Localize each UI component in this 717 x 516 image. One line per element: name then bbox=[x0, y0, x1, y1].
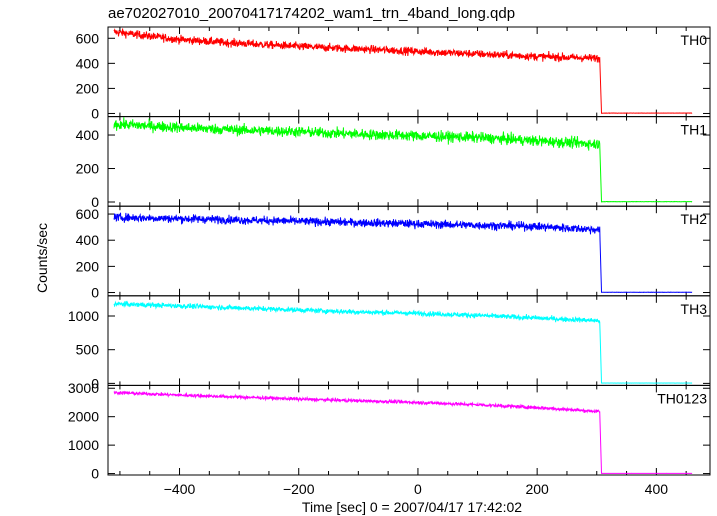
series-line-th0123 bbox=[113, 390, 693, 474]
y-tick-label: 1000 bbox=[68, 308, 99, 324]
series-name-th1: TH1 bbox=[681, 122, 708, 138]
panel-th1: 0 200 400 TH1 bbox=[76, 116, 711, 210]
panel-th0123: 0 1000 2000 3000 TH0123 bbox=[68, 380, 711, 482]
x-tick-label: −200 bbox=[283, 481, 315, 497]
x-tick-label: 0 bbox=[414, 481, 422, 497]
y-tick-label: 200 bbox=[76, 258, 100, 274]
x-axis-ticks: −400 −200 0 200 400 bbox=[164, 481, 668, 497]
series-line-th2 bbox=[113, 212, 693, 294]
chart-title: ae702027010_20070417174202_wam1_trn_4ban… bbox=[108, 5, 515, 22]
y-tick-label: 2000 bbox=[68, 409, 99, 425]
y-tick-label: 3000 bbox=[68, 380, 99, 396]
series-name-th3: TH3 bbox=[681, 301, 708, 317]
series-line-th0 bbox=[113, 28, 693, 114]
y-tick-label: 0 bbox=[91, 105, 99, 121]
y-axis-label: Counts/sec bbox=[34, 223, 50, 293]
panel-frame bbox=[107, 384, 711, 476]
y-tick-label: 400 bbox=[76, 232, 100, 248]
panel-frame bbox=[107, 295, 711, 386]
y-tick-label: 200 bbox=[76, 161, 100, 177]
series-name-th0: TH0 bbox=[681, 32, 708, 48]
y-tick-label: 0 bbox=[91, 375, 99, 391]
series-line-th1 bbox=[113, 117, 693, 203]
panel-th2: 0 200 400 600 TH2 bbox=[76, 205, 711, 301]
series-name-th0123: TH0123 bbox=[657, 390, 707, 406]
y-tick-label: 1000 bbox=[68, 437, 99, 453]
x-tick-label: 400 bbox=[645, 481, 669, 497]
panel-th0: 0 200 400 600 TH0 bbox=[76, 26, 711, 121]
panels: 0 200 400 600 TH0 0 200 400 TH1 0 200 400 600 TH2 0 500… bbox=[68, 26, 711, 482]
x-axis-label: Time [sec] 0 = 2007/04/17 17:42:02 bbox=[302, 499, 522, 515]
y-tick-label: 0 bbox=[91, 194, 99, 210]
panel-th3: 0 500 1000 TH3 bbox=[68, 295, 711, 391]
y-tick-label: 600 bbox=[76, 30, 100, 46]
series-line-th3 bbox=[113, 300, 693, 384]
x-tick-label: −400 bbox=[164, 481, 196, 497]
y-tick-label: 600 bbox=[76, 206, 100, 222]
y-tick-label: 400 bbox=[76, 55, 100, 71]
y-tick-label: 400 bbox=[76, 127, 100, 143]
y-tick-label: 0 bbox=[91, 285, 99, 301]
series-name-th2: TH2 bbox=[681, 211, 708, 227]
y-tick-label: 500 bbox=[76, 342, 100, 358]
y-tick-label: 200 bbox=[76, 80, 100, 96]
x-tick-label: 200 bbox=[525, 481, 549, 497]
y-tick-label: 0 bbox=[91, 466, 99, 482]
